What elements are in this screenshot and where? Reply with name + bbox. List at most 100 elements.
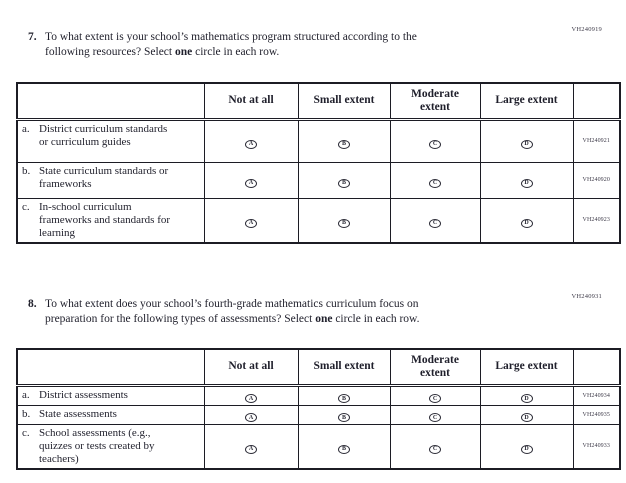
answer-circle-b[interactable]: B bbox=[338, 413, 350, 422]
answer-cell: D bbox=[479, 118, 574, 163]
answer-circle-c[interactable]: C bbox=[429, 444, 441, 454]
answer-cell: C bbox=[389, 423, 481, 469]
answer-cell: A bbox=[203, 423, 299, 469]
row-accession-code: VH240935 bbox=[572, 404, 621, 425]
col-header-moderate-extent: Moderate extent bbox=[389, 348, 481, 387]
question-7: 7. To what extent is your school’s mathe… bbox=[28, 30, 588, 60]
answer-cell: C bbox=[389, 404, 481, 425]
answer-circle-b[interactable]: B bbox=[338, 139, 350, 149]
bold-one: one bbox=[174, 46, 193, 58]
row-label: State curriculum standards or frameworks bbox=[39, 164, 169, 190]
row-accession-code: VH240921 bbox=[572, 118, 621, 163]
answer-cell: C bbox=[389, 161, 481, 199]
col-header-small-extent: Small extent bbox=[297, 82, 391, 121]
empty-header-cell bbox=[16, 82, 205, 121]
answer-circle-d[interactable]: D bbox=[520, 413, 533, 422]
answer-cell: A bbox=[203, 384, 299, 406]
answer-cell: B bbox=[297, 404, 391, 425]
table-row: b. State curriculum standards or framewor… bbox=[16, 161, 621, 199]
answer-circle-d[interactable]: D bbox=[520, 444, 533, 454]
answer-circle-a[interactable]: A bbox=[245, 413, 257, 422]
row-label: District assessments bbox=[39, 388, 128, 401]
table-header-row: Not at all Small extent Moderate extent … bbox=[16, 348, 621, 387]
row-label-cell: c. In-school curriculum frameworks and st… bbox=[16, 197, 205, 243]
row-accession-code: VH240920 bbox=[572, 161, 621, 199]
answer-cell: B bbox=[297, 384, 391, 406]
answer-circle-a[interactable]: A bbox=[245, 139, 257, 149]
row-label-cell: b. State assessments bbox=[16, 404, 205, 425]
answer-circle-b[interactable]: B bbox=[338, 444, 350, 454]
answer-circle-c[interactable]: C bbox=[429, 139, 441, 149]
row-accession-code: VH240934 bbox=[572, 384, 621, 406]
col-header-large-extent: Large extent bbox=[479, 348, 574, 387]
question-7-number: 7. bbox=[28, 31, 37, 43]
table-row: a. District assessments A B C D VH240934 bbox=[16, 384, 621, 406]
empty-header-cell bbox=[572, 82, 621, 121]
answer-cell: B bbox=[297, 197, 391, 243]
answer-cell: A bbox=[203, 404, 299, 425]
answer-circle-b[interactable]: B bbox=[338, 394, 350, 403]
row-label-cell: a. District curriculum standards or curri… bbox=[16, 118, 205, 163]
row-label-cell: b. State curriculum standards or framewor… bbox=[16, 161, 205, 199]
answer-circle-d[interactable]: D bbox=[520, 178, 533, 188]
answer-cell: C bbox=[389, 118, 481, 163]
answer-cell: B bbox=[297, 161, 391, 199]
answer-cell: C bbox=[389, 197, 481, 243]
answer-cell: B bbox=[297, 423, 391, 469]
col-header-not-at-all: Not at all bbox=[203, 348, 299, 387]
row-label-cell: c. School assessments (e.g., quizzes or t… bbox=[16, 423, 205, 469]
question-8-number: 8. bbox=[28, 298, 37, 310]
row-label: School assessments (e.g., quizzes or tes… bbox=[39, 426, 155, 465]
question-7-table: Not at all Small extent Moderate extent … bbox=[16, 82, 621, 244]
row-label: In-school curriculum frameworks and stan… bbox=[39, 200, 171, 239]
answer-circle-d[interactable]: D bbox=[520, 394, 533, 403]
col-header-small-extent: Small extent bbox=[297, 348, 391, 387]
row-label: State assessments bbox=[39, 407, 117, 420]
answer-circle-a[interactable]: A bbox=[245, 218, 257, 228]
row-label-cell: a. District assessments bbox=[16, 384, 205, 406]
question-8-text: To what extent does your school’s fourth… bbox=[45, 297, 420, 327]
answer-circle-b[interactable]: B bbox=[338, 178, 350, 188]
col-header-not-at-all: Not at all bbox=[203, 82, 299, 121]
answer-cell: C bbox=[389, 384, 481, 406]
question-8: 8. To what extent does your school’s fou… bbox=[28, 297, 588, 327]
question-7-text: To what extent is your school’s mathemat… bbox=[45, 30, 417, 60]
answer-cell: D bbox=[479, 423, 574, 469]
row-accession-code: VH240923 bbox=[572, 197, 621, 243]
question-7-line1: To what extent is your school’s mathemat… bbox=[45, 31, 417, 43]
answer-cell: D bbox=[479, 404, 574, 425]
answer-circle-c[interactable]: C bbox=[429, 413, 441, 422]
answer-cell: A bbox=[203, 197, 299, 243]
answer-circle-a[interactable]: A bbox=[245, 444, 257, 454]
row-accession-code: VH240933 bbox=[572, 423, 621, 469]
question-7-accession-code: VH240919 bbox=[571, 26, 602, 33]
answer-circle-d[interactable]: D bbox=[520, 139, 533, 149]
answer-cell: D bbox=[479, 384, 574, 406]
question-8-table: Not at all Small extent Moderate extent … bbox=[16, 348, 621, 470]
answer-circle-d[interactable]: D bbox=[520, 218, 533, 228]
col-header-large-extent: Large extent bbox=[479, 82, 574, 121]
question-8-accession-code: VH240931 bbox=[571, 293, 602, 300]
col-header-moderate-extent: Moderate extent bbox=[389, 82, 481, 121]
answer-cell: A bbox=[203, 118, 299, 163]
question-7-line2: following resources? Select one circle i… bbox=[45, 46, 280, 58]
answer-circle-a[interactable]: A bbox=[245, 394, 257, 403]
answer-circle-b[interactable]: B bbox=[338, 218, 350, 228]
bold-one: one bbox=[315, 313, 333, 325]
table-header-row: Not at all Small extent Moderate extent … bbox=[16, 82, 621, 121]
row-label: District curriculum standards or curricu… bbox=[39, 122, 168, 148]
table-row: a. District curriculum standards or curri… bbox=[16, 118, 621, 163]
answer-cell: B bbox=[297, 118, 391, 163]
table-row: b. State assessments A B C D VH240935 bbox=[16, 404, 621, 425]
empty-header-cell bbox=[572, 348, 621, 387]
answer-circle-a[interactable]: A bbox=[245, 178, 257, 188]
empty-header-cell bbox=[16, 348, 205, 387]
answer-circle-c[interactable]: C bbox=[429, 218, 441, 228]
answer-circle-c[interactable]: C bbox=[429, 178, 441, 188]
answer-cell: D bbox=[479, 197, 574, 243]
table-row: c. School assessments (e.g., quizzes or t… bbox=[16, 423, 621, 469]
answer-circle-c[interactable]: C bbox=[429, 394, 441, 403]
answer-cell: D bbox=[479, 161, 574, 199]
table-row: c. In-school curriculum frameworks and st… bbox=[16, 197, 621, 243]
answer-cell: A bbox=[203, 161, 299, 199]
